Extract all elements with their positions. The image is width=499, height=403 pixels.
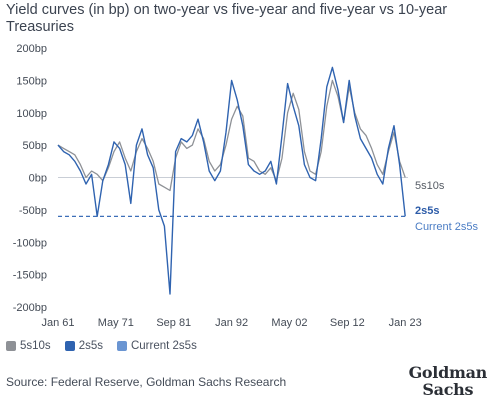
legend-item-2s5s: 2s5s xyxy=(64,340,103,352)
y-tick-label: -100bp xyxy=(13,237,47,249)
chart-title: Yield curves (in bp) on two-year vs five… xyxy=(6,2,448,35)
legend-item-current-2s5s: Current 2s5s xyxy=(116,340,197,352)
legend-label-5s10s: 5s10s xyxy=(20,340,51,352)
x-tick-label: Jan 23 xyxy=(389,317,422,329)
y-tick-label: 0bp xyxy=(29,173,47,185)
legend-label-current-2s5s: Current 2s5s xyxy=(130,340,197,352)
end-label-current-2s5s: Current 2s5s xyxy=(415,221,478,233)
x-tick-label: May 02 xyxy=(271,317,307,329)
legend: 5s10s 2s5s Current 2s5s xyxy=(6,340,197,352)
x-axis: Jan 61 May 71 Sep 81 Jan 92 May 02 Sep 12 Jan … xyxy=(41,317,421,329)
legend-swatch-current-2s5s xyxy=(116,341,127,351)
series-group xyxy=(57,66,406,295)
y-tick-label: 200bp xyxy=(16,43,47,55)
y-tick-label: 50bp xyxy=(23,140,47,152)
x-tick-label: Sep 81 xyxy=(156,317,191,329)
y-tick-label: 100bp xyxy=(16,108,47,120)
x-tick-label: Jan 92 xyxy=(215,317,248,329)
y-tick-label: -150bp xyxy=(13,270,47,282)
y-axis: 200bp 150bp 100bp 50bp 0bp -50bp -100bp -150bp -… xyxy=(13,43,47,314)
x-tick-label: Sep 12 xyxy=(330,317,365,329)
goldman-sachs-logo: Goldman Sachs xyxy=(408,363,488,399)
series-line-2s5s xyxy=(57,66,406,295)
y-tick-label: 150bp xyxy=(16,75,47,87)
y-tick-label: -50bp xyxy=(19,205,47,217)
series-line-5s10s xyxy=(57,79,406,192)
end-label-2s5s: 2s5s xyxy=(415,205,439,217)
y-tick-label: -200bp xyxy=(13,302,47,314)
legend-label-2s5s: 2s5s xyxy=(78,340,103,352)
end-labels: 5s10s 2s5s Current 2s5s xyxy=(415,180,478,233)
x-tick-label: May 71 xyxy=(98,317,134,329)
source-note: Source: Federal Reserve, Goldman Sachs R… xyxy=(6,375,287,389)
legend-swatch-2s5s xyxy=(64,341,75,351)
x-tick-label: Jan 61 xyxy=(41,317,74,329)
legend-swatch-5s10s xyxy=(6,341,16,351)
end-label-5s10s: 5s10s xyxy=(415,180,445,192)
legend-item-5s10s: 5s10s xyxy=(6,340,51,352)
